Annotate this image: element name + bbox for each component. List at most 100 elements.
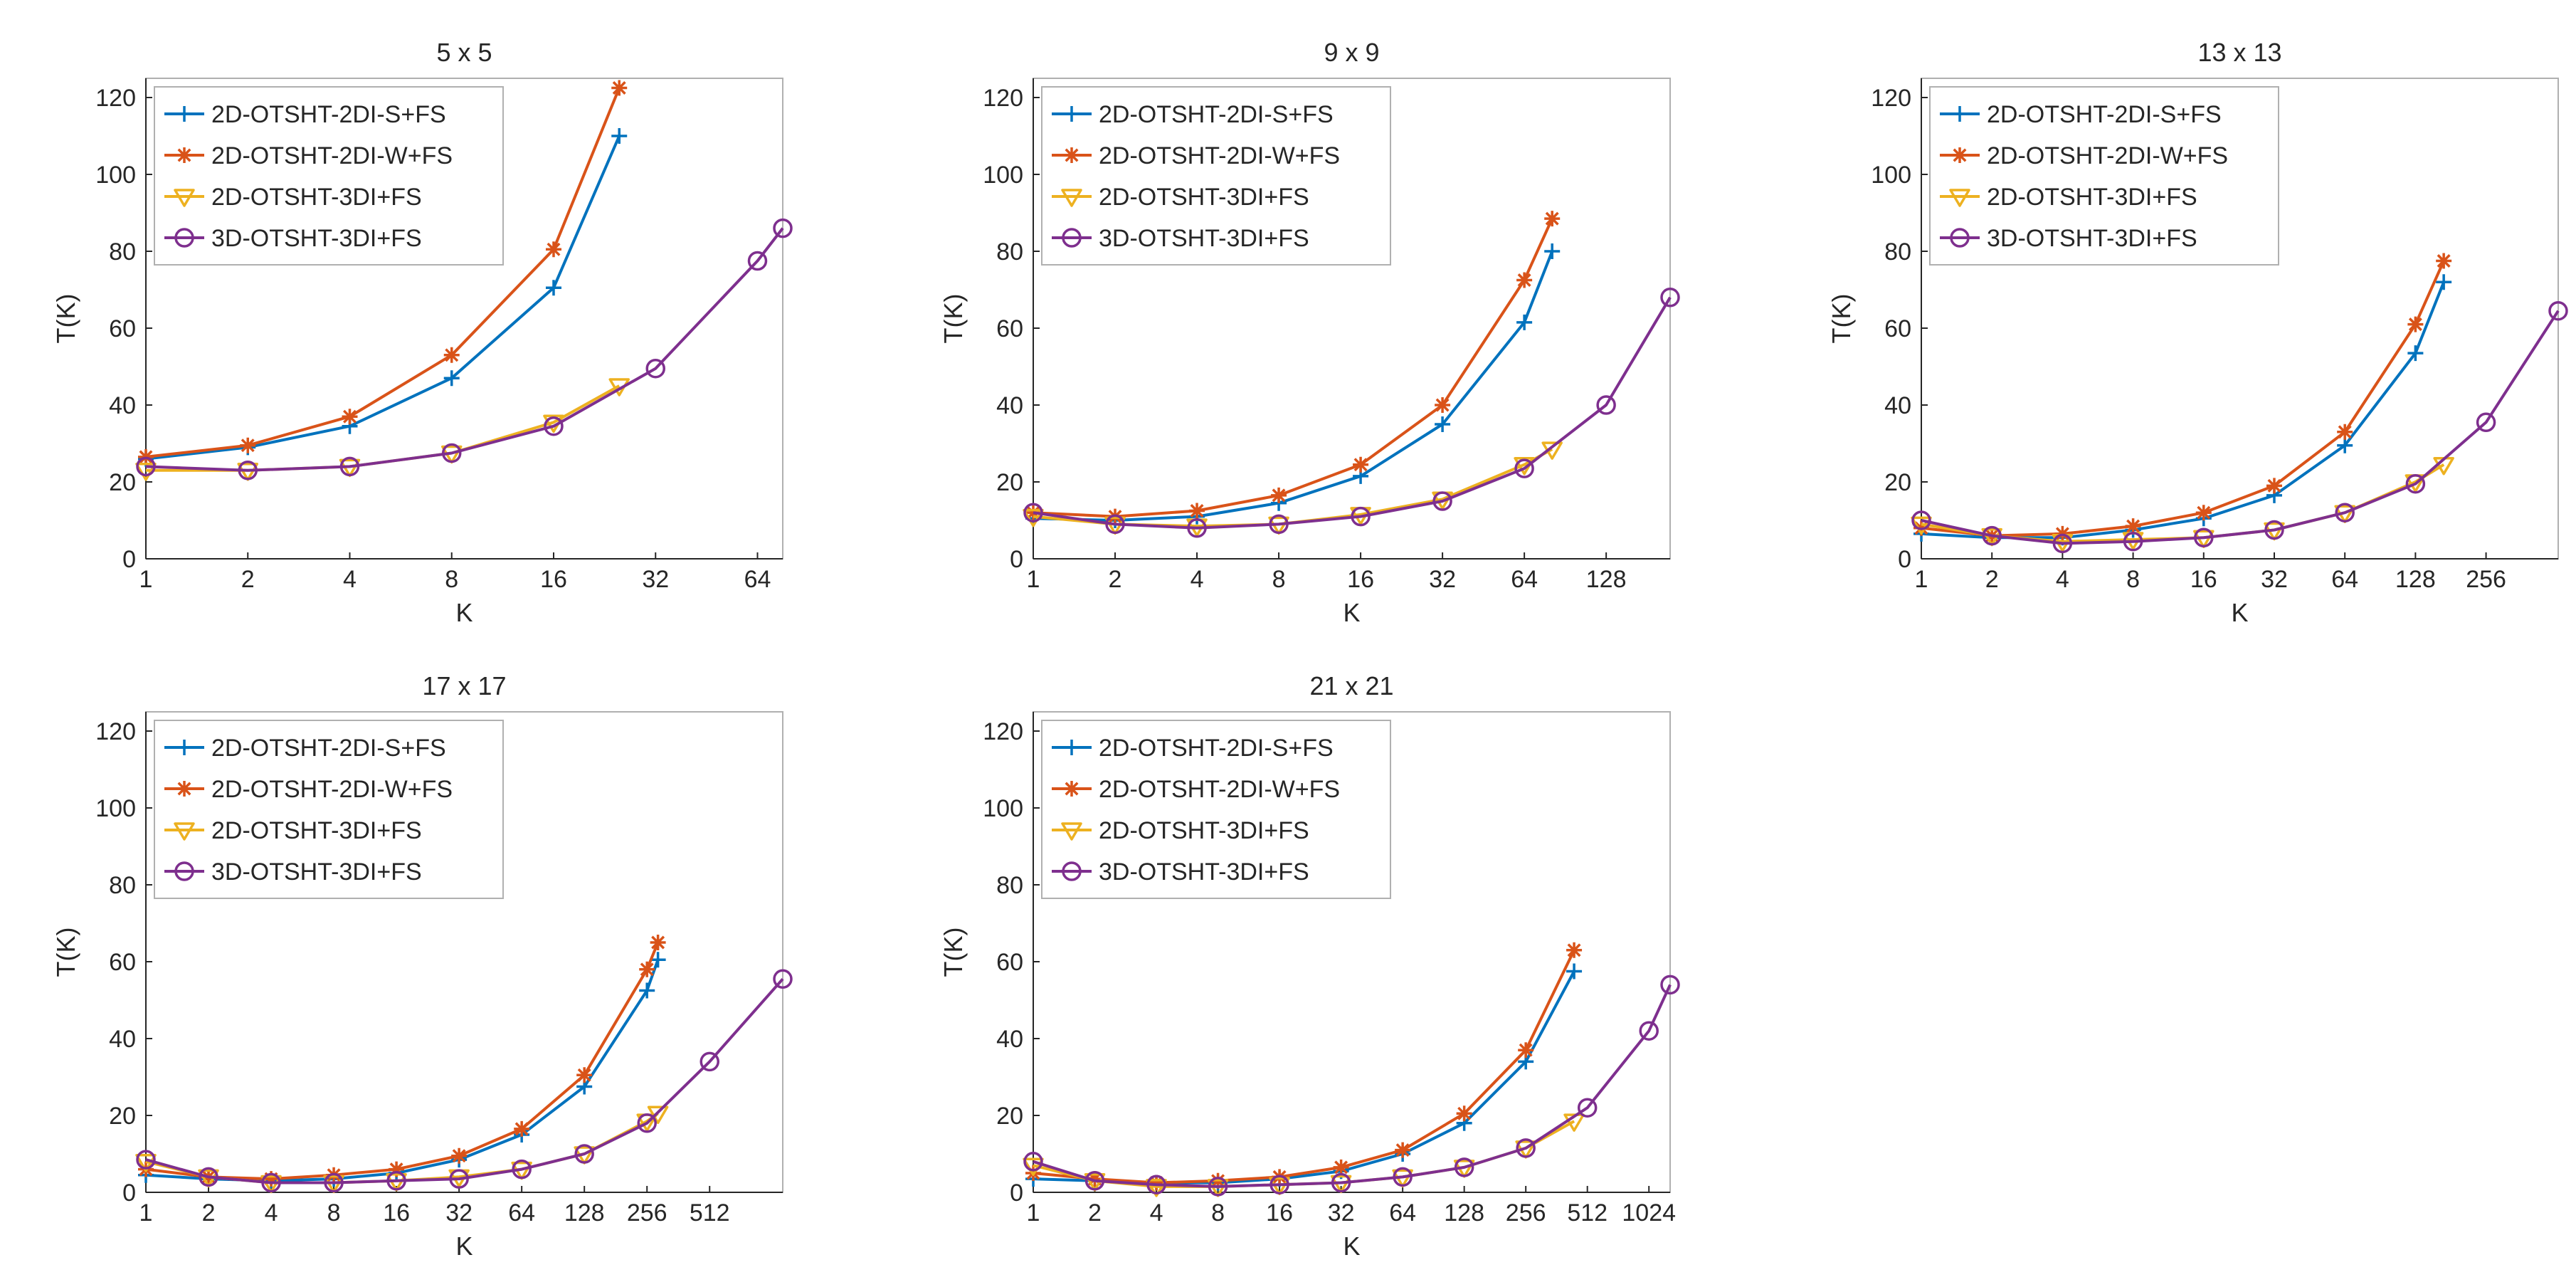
x-tick-label: 4: [2056, 566, 2069, 593]
legend-label: 2D-OTSHT-3DI+FS: [1099, 184, 1309, 211]
series-w-fs: [138, 935, 666, 1187]
x-tick-label: 256: [627, 1199, 667, 1226]
data-point: [650, 952, 666, 968]
data-point: [1577, 1098, 1598, 1118]
x-tick-label: 16: [540, 566, 567, 593]
data-point: [1456, 1105, 1472, 1122]
data-point: [514, 1120, 530, 1137]
data-point: [1454, 1157, 1474, 1177]
data-point: [1514, 458, 1534, 478]
legend-marker: [176, 781, 192, 797]
chart-title: 21 x 21: [1309, 671, 1393, 700]
data-point: [639, 961, 655, 977]
legend-entry-3di-fs: 2D-OTSHT-3DI+FS: [164, 184, 422, 211]
data-point: [544, 416, 564, 436]
legend-entry-s-fs: 2D-OTSHT-2DI-S+FS: [1052, 735, 1334, 762]
data-point: [747, 251, 768, 271]
legend-entry-w-fs: 2D-OTSHT-2DI-W+FS: [164, 776, 453, 803]
series-3d-3di-fs: [1911, 300, 2568, 554]
legend-marker: [1064, 106, 1080, 122]
data-point: [576, 1067, 593, 1083]
data-point: [1911, 516, 1932, 535]
legend-entry-s-fs: 2D-OTSHT-2DI-S+FS: [1052, 101, 1334, 128]
data-point: [2548, 300, 2568, 321]
series-line: [145, 87, 621, 458]
data-point: [1271, 487, 1287, 503]
data-point: [639, 982, 655, 999]
data-point: [773, 218, 793, 238]
x-tick-label: 64: [1511, 566, 1538, 593]
data-point: [611, 128, 628, 144]
x-tick-label: 16: [2190, 566, 2217, 593]
legend-label: 2D-OTSHT-2DI-W+FS: [211, 776, 453, 803]
x-axis-label: K: [455, 1231, 473, 1261]
series-line: [1033, 296, 1672, 530]
data-point: [386, 1171, 406, 1191]
data-point: [1023, 1157, 1044, 1176]
legend-label: 2D-OTSHT-3DI+FS: [1099, 817, 1309, 844]
y-tick-label: 120: [95, 718, 136, 745]
legend-entry-3di-fs: 2D-OTSHT-3DI+FS: [164, 817, 422, 844]
x-tick-label: 2: [202, 1199, 216, 1226]
legend-marker: [1061, 189, 1082, 207]
series-line: [1921, 260, 2446, 537]
legend-marker: [174, 861, 194, 881]
legend-entry-3di-fs: 2D-OTSHT-3DI+FS: [1052, 817, 1309, 844]
legend: 2D-OTSHT-2DI-S+FS 2D-OTSHT-2DI-W+FS 2D-OTS…: [154, 86, 504, 266]
data-point: [2436, 253, 2452, 269]
data-point: [2335, 503, 2355, 522]
y-axis-label: T(K): [51, 294, 80, 344]
x-tick-label: 512: [690, 1199, 730, 1226]
legend-label: 2D-OTSHT-3DI+FS: [211, 184, 422, 211]
y-tick-label: 120: [1871, 85, 1911, 112]
x-tick-label: 32: [2261, 566, 2288, 593]
data-point: [2195, 505, 2212, 521]
legend-label: 2D-OTSHT-2DI-W+FS: [1987, 142, 2228, 169]
data-point: [451, 1147, 468, 1164]
legend-label: 2D-OTSHT-2DI-W+FS: [1099, 142, 1340, 169]
data-point: [1207, 1179, 1229, 1197]
legend-box: [1041, 720, 1391, 899]
legend-entry-3d-3di-fs: 3D-OTSHT-3DI+FS: [164, 225, 422, 252]
data-point: [2266, 478, 2282, 494]
data-point: [342, 409, 358, 425]
x-tick-label: 64: [1389, 1199, 1416, 1226]
series-w-fs: [1025, 942, 1583, 1191]
series-3d-3di-fs: [1023, 975, 1680, 1197]
data-point: [136, 1150, 156, 1170]
data-point: [1566, 942, 1583, 958]
legend-label: 3D-OTSHT-3DI+FS: [1099, 858, 1309, 886]
data-point: [1596, 395, 1616, 415]
data-point: [263, 1171, 280, 1187]
data-point: [1911, 510, 1931, 530]
series-line: [145, 942, 660, 1181]
y-axis-label: T(K): [939, 294, 968, 344]
x-tick-label: 4: [1191, 566, 1204, 593]
x-tick-label: 32: [642, 566, 669, 593]
legend-marker: [176, 106, 192, 122]
data-point: [1269, 514, 1289, 535]
x-tick-label: 4: [1150, 1199, 1163, 1226]
series-line: [145, 135, 621, 461]
legend-label: 2D-OTSHT-2DI-S+FS: [211, 735, 446, 762]
x-tick-label: 8: [445, 566, 458, 593]
data-point: [1087, 1171, 1103, 1187]
y-tick-label: 20: [996, 1103, 1023, 1130]
x-tick-label: 8: [2126, 566, 2140, 593]
x-tick-label: 16: [1266, 1199, 1293, 1226]
y-tick-label: 60: [996, 949, 1023, 976]
y-tick-label: 20: [109, 1103, 136, 1130]
legend-marker: [1062, 861, 1082, 881]
data-point: [1639, 1021, 1659, 1041]
y-tick-label: 0: [1898, 546, 1911, 573]
chart-17x17: 17 x 17 0 20 40 60 80 100 120 1 2 4 8 16 32 64 128 256 51…: [51, 671, 793, 1261]
legend-entry-3di-fs: 2D-OTSHT-3DI+FS: [1940, 184, 2197, 211]
legend-marker: [174, 189, 195, 207]
data-point: [389, 1161, 405, 1177]
x-axis-label: K: [455, 598, 473, 627]
legend-box: [1929, 86, 2279, 266]
x-tick-label: 2: [1088, 1199, 1102, 1226]
legend: 2D-OTSHT-2DI-S+FS 2D-OTSHT-2DI-W+FS 2D-OTS…: [1929, 86, 2279, 266]
y-tick-label: 40: [996, 392, 1023, 419]
